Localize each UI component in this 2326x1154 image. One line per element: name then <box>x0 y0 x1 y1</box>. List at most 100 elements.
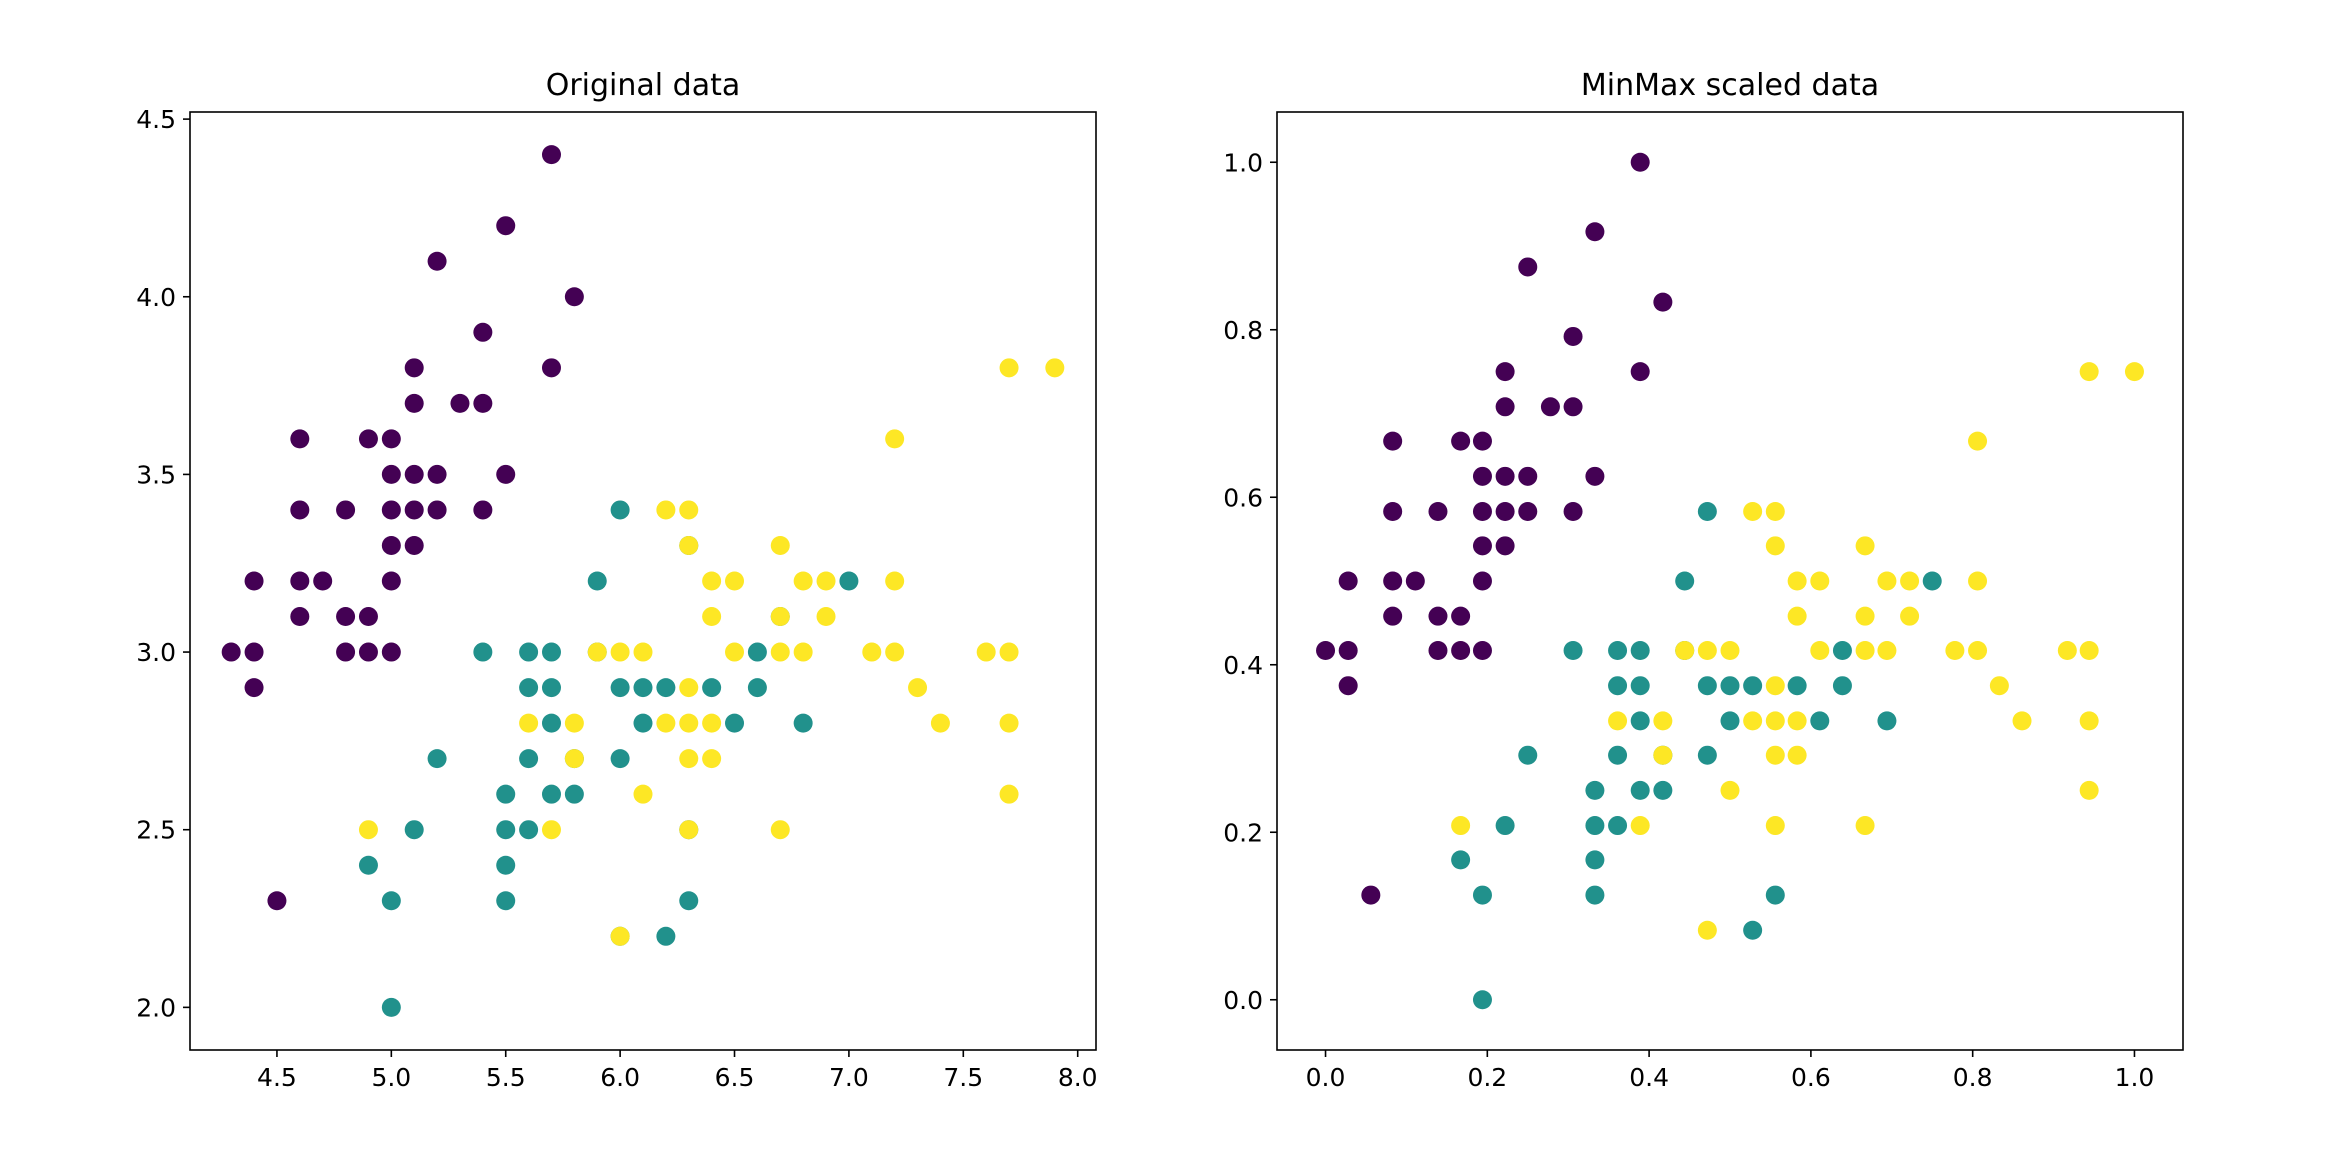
original-data-point <box>404 535 424 555</box>
minmax-scaled-data-point <box>1472 990 1492 1010</box>
minmax-scaled-data-point <box>1472 501 1492 521</box>
minmax-scaled-data-point <box>1495 501 1515 521</box>
minmax-scaled-data-point <box>1720 676 1740 696</box>
minmax-scaled-data-x-tick-label: 1.0 <box>2115 1063 2155 1092</box>
original-data-point <box>862 642 882 662</box>
original-data-point <box>473 500 493 520</box>
original-data-y-tick-label: 3.0 <box>136 638 176 667</box>
original-data-point <box>519 713 539 733</box>
minmax-scaled-data-y-tick-label: 1.0 <box>1223 148 1263 177</box>
original-data-point <box>519 820 539 840</box>
minmax-scaled-data-point <box>1338 571 1358 591</box>
original-data-point <box>290 607 310 627</box>
minmax-scaled-data-point <box>1338 641 1358 661</box>
original-data-point <box>747 642 767 662</box>
original-data-x-tick-label: 7.0 <box>829 1063 869 1092</box>
original-data-point <box>427 251 447 271</box>
minmax-scaled-data-point <box>2079 641 2099 661</box>
minmax-scaled-data-point <box>1472 641 1492 661</box>
minmax-scaled-data-point <box>1428 501 1448 521</box>
original-data-x-tick-label: 7.5 <box>943 1063 983 1092</box>
original-data-point <box>541 145 561 165</box>
minmax-scaled-data-point <box>1495 466 1515 486</box>
original-data-x-tick-label: 4.5 <box>257 1063 297 1092</box>
original-data-point <box>519 678 539 698</box>
original-data-point <box>656 500 676 520</box>
original-data-point <box>999 713 1019 733</box>
original-data-point <box>679 500 699 520</box>
minmax-scaled-data-point <box>1608 745 1628 765</box>
minmax-scaled-data-point <box>1585 780 1605 800</box>
minmax-scaled-data-point <box>1653 780 1673 800</box>
minmax-scaled-data-y-tick-label: 0.8 <box>1223 316 1263 345</box>
original-data-point <box>587 571 607 591</box>
minmax-scaled-data-point <box>1720 780 1740 800</box>
original-data-point <box>610 500 630 520</box>
minmax-scaled-data-point <box>1472 431 1492 451</box>
original-data-point <box>770 820 790 840</box>
minmax-scaled-data-x-tick-label: 0.2 <box>1467 1063 1507 1092</box>
minmax-scaled-data-y-tick-label: 0.2 <box>1223 818 1263 847</box>
original-data-point <box>496 855 516 875</box>
original-data-point <box>313 571 333 591</box>
original-data-point <box>541 820 561 840</box>
original-data-point <box>381 997 401 1017</box>
minmax-scaled-data-point <box>1630 641 1650 661</box>
original-data-point <box>404 393 424 413</box>
minmax-scaled-data-point <box>1472 536 1492 556</box>
original-data-point <box>541 358 561 378</box>
original-data-point <box>564 287 584 307</box>
original-data-point <box>679 678 699 698</box>
minmax-scaled-data-point <box>1653 745 1673 765</box>
minmax-scaled-data-point <box>1585 850 1605 870</box>
original-data-point <box>999 642 1019 662</box>
minmax-scaled-data-point <box>1743 501 1763 521</box>
original-data-point <box>404 464 424 484</box>
minmax-scaled-data-point <box>1495 816 1515 836</box>
minmax-scaled-data-point <box>2012 711 2032 731</box>
original-data-x-tick-label: 6.5 <box>715 1063 755 1092</box>
minmax-scaled-data-point <box>1787 711 1807 731</box>
minmax-scaled-data-point <box>1743 920 1763 940</box>
original-data-y-tick-label: 4.5 <box>136 105 176 134</box>
original-data-point <box>473 322 493 342</box>
minmax-scaled-data-point <box>1405 571 1425 591</box>
minmax-scaled-data-point <box>1540 397 1560 417</box>
original-data-point <box>381 429 401 449</box>
minmax-scaled-data-point <box>1630 362 1650 382</box>
minmax-scaled-data-point <box>1765 501 1785 521</box>
minmax-scaled-data-point <box>1697 641 1717 661</box>
original-data-point <box>679 749 699 769</box>
minmax-scaled-data-point <box>1968 641 1988 661</box>
minmax-scaled-data-y-tick-label: 0.6 <box>1223 483 1263 512</box>
minmax-scaled-data-point <box>1810 571 1830 591</box>
original-data-point <box>816 607 836 627</box>
original-data-point <box>885 429 905 449</box>
minmax-scaled-data-x-tick-label: 0.0 <box>1306 1063 1346 1092</box>
original-data-point <box>770 642 790 662</box>
original-data-point <box>404 820 424 840</box>
minmax-scaled-data-point <box>1832 641 1852 661</box>
minmax-scaled-data-point <box>1765 745 1785 765</box>
minmax-scaled-data-point <box>1810 711 1830 731</box>
minmax-scaled-data-point <box>1945 641 1965 661</box>
minmax-scaled-data-point <box>1968 431 1988 451</box>
minmax-scaled-data-point <box>1787 676 1807 696</box>
original-data-title: Original data <box>546 68 741 103</box>
original-data-point <box>336 642 356 662</box>
original-data-point <box>404 500 424 520</box>
original-data-point <box>770 607 790 627</box>
original-data-point <box>793 571 813 591</box>
minmax-scaled-data-point <box>1495 397 1515 417</box>
minmax-scaled-data-point <box>1472 885 1492 905</box>
original-data-point <box>358 642 378 662</box>
minmax-scaled-data-point <box>1585 885 1605 905</box>
original-data-point <box>702 607 722 627</box>
minmax-scaled-data-point <box>1855 606 1875 626</box>
original-data-point <box>610 926 630 946</box>
minmax-scaled-data-point <box>1810 641 1830 661</box>
original-data-point <box>679 891 699 911</box>
minmax-scaled-data-point <box>1383 571 1403 591</box>
minmax-scaled-data-point <box>1630 711 1650 731</box>
original-data-point <box>427 464 447 484</box>
